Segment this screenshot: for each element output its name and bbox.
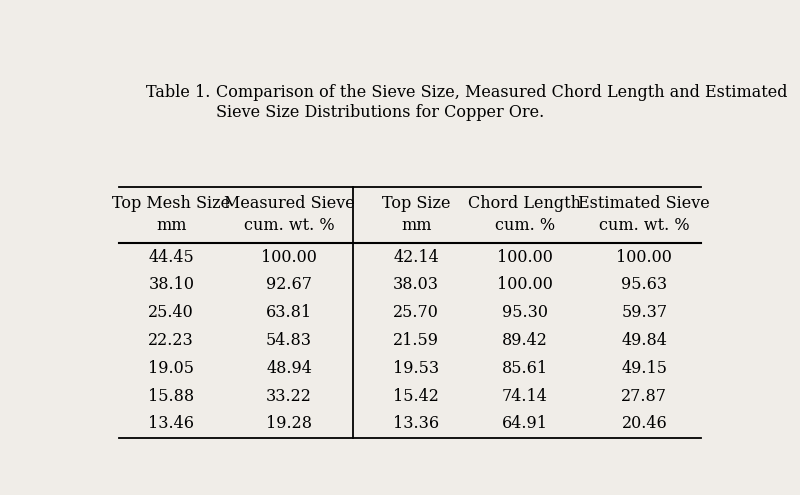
Text: 54.83: 54.83 xyxy=(266,332,312,349)
Text: 19.05: 19.05 xyxy=(148,360,194,377)
Text: 48.94: 48.94 xyxy=(266,360,312,377)
Text: 22.23: 22.23 xyxy=(149,332,194,349)
Text: 13.46: 13.46 xyxy=(148,415,194,433)
Text: 19.53: 19.53 xyxy=(393,360,439,377)
Text: 19.28: 19.28 xyxy=(266,415,312,433)
Text: 100.00: 100.00 xyxy=(261,248,317,265)
Text: 21.59: 21.59 xyxy=(394,332,439,349)
Text: 74.14: 74.14 xyxy=(502,388,548,404)
Text: 49.84: 49.84 xyxy=(622,332,667,349)
Text: 27.87: 27.87 xyxy=(622,388,667,404)
Text: 49.15: 49.15 xyxy=(622,360,667,377)
Text: 25.70: 25.70 xyxy=(394,304,439,321)
Text: 20.46: 20.46 xyxy=(622,415,667,433)
Text: Top Size: Top Size xyxy=(382,196,450,212)
Text: Top Mesh Size: Top Mesh Size xyxy=(112,196,230,212)
Text: 42.14: 42.14 xyxy=(394,248,439,265)
Text: Measured Sieve: Measured Sieve xyxy=(224,196,354,212)
Text: Chord Length: Chord Length xyxy=(468,196,581,212)
Text: Comparison of the Sieve Size, Measured Chord Length and Estimated
Sieve Size Dis: Comparison of the Sieve Size, Measured C… xyxy=(216,84,787,121)
Text: 33.22: 33.22 xyxy=(266,388,312,404)
Text: 13.36: 13.36 xyxy=(393,415,439,433)
Text: 44.45: 44.45 xyxy=(149,248,194,265)
Text: cum. %: cum. % xyxy=(494,217,554,234)
Text: 85.61: 85.61 xyxy=(502,360,548,377)
Text: 89.42: 89.42 xyxy=(502,332,548,349)
Text: 64.91: 64.91 xyxy=(502,415,548,433)
Text: 25.40: 25.40 xyxy=(149,304,194,321)
Text: 92.67: 92.67 xyxy=(266,276,312,294)
Text: mm: mm xyxy=(401,217,431,234)
Text: 63.81: 63.81 xyxy=(266,304,312,321)
Text: Estimated Sieve: Estimated Sieve xyxy=(578,196,710,212)
Text: 38.03: 38.03 xyxy=(394,276,439,294)
Text: 100.00: 100.00 xyxy=(497,276,553,294)
Text: mm: mm xyxy=(156,217,186,234)
Text: cum. wt. %: cum. wt. % xyxy=(599,217,690,234)
Text: 100.00: 100.00 xyxy=(497,248,553,265)
Text: 100.00: 100.00 xyxy=(617,248,672,265)
Text: Table 1.: Table 1. xyxy=(146,84,211,101)
Text: 15.88: 15.88 xyxy=(148,388,194,404)
Text: 59.37: 59.37 xyxy=(622,304,667,321)
Text: cum. wt. %: cum. wt. % xyxy=(244,217,334,234)
Text: 95.63: 95.63 xyxy=(622,276,667,294)
Text: 38.10: 38.10 xyxy=(148,276,194,294)
Text: 15.42: 15.42 xyxy=(394,388,439,404)
Text: 95.30: 95.30 xyxy=(502,304,548,321)
